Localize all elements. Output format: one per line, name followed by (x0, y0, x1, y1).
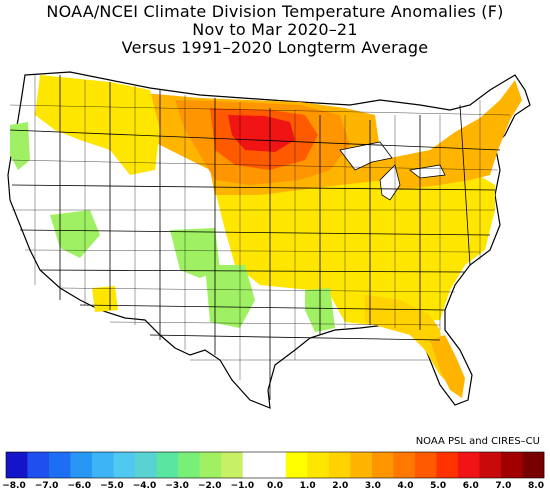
legend-tick-label: −6.0 (68, 481, 91, 491)
legend-tick-label: −1.0 (231, 481, 254, 491)
division-boundaries (9, 75, 511, 380)
legend-swatch (350, 452, 373, 478)
legend-swatch (221, 452, 244, 478)
legend-swatch (178, 452, 200, 478)
legend-swatch (500, 452, 523, 478)
legend-tick-label: 7.0 (495, 481, 511, 491)
legend-tick-label: 2.0 (332, 481, 348, 491)
legend-tick-label: −8.0 (2, 481, 25, 491)
legend-tick-label: 1.0 (300, 481, 316, 491)
legend-labels: −8.0 −7.0 −6.0 −5.0 −4.0 −3.0 −2.0 −1.0 0.0 1.0 2.… (2, 481, 544, 491)
legend-swatch (113, 452, 136, 478)
legend-tick-label: 0.0 (267, 481, 283, 491)
legend-tick-label: −7.0 (35, 481, 58, 491)
legend-tick-label: 6.0 (463, 481, 479, 491)
anomaly-arizona-yellow (92, 286, 118, 312)
anomaly-pacific-nw-green (10, 122, 30, 170)
anomaly-northwest-yellow (35, 75, 160, 175)
legend-tick-label: −3.0 (165, 481, 188, 491)
map-title: NOAA/NCEI Climate Division Temperature A… (46, 2, 504, 21)
legend-swatch (49, 452, 71, 478)
legend-swatch (156, 452, 179, 478)
legend-tick-label: 8.0 (528, 481, 544, 491)
legend-tick-label: 4.0 (398, 481, 414, 491)
legend-swatch (92, 452, 114, 478)
map-baseline: Versus 1991–2020 Longterm Average (121, 38, 429, 57)
legend-tick-label: −4.0 (133, 481, 156, 491)
legend-swatch (479, 452, 502, 478)
legend-tick-label: −2.0 (198, 481, 221, 491)
anomaly-southeast (365, 295, 460, 390)
legend-swatch (393, 452, 416, 478)
legend-swatch (27, 452, 50, 478)
legend-swatch (307, 452, 330, 478)
legend-swatch (70, 452, 93, 478)
anomaly-florida (430, 335, 465, 398)
legend-swatch (264, 452, 287, 478)
legend-swatch (371, 452, 394, 478)
legend-swatch (199, 452, 222, 478)
legend-swatch (242, 452, 265, 478)
legend-swatches (5, 451, 545, 479)
anomaly-northeast (380, 80, 522, 190)
legend-frame (5, 451, 545, 479)
legend-tick-label: −5.0 (100, 481, 123, 491)
anomaly-east-light (215, 170, 495, 325)
anomaly-core-red (228, 115, 295, 152)
map-period: Nov to Mar 2020–21 (192, 20, 358, 39)
color-scale-legend: −8.0 −7.0 −6.0 −5.0 −4.0 −3.0 −2.0 −1.0 0.0 1.0 2.… (2, 451, 545, 491)
legend-swatch (522, 452, 545, 478)
anomaly-southwest-green (205, 265, 255, 328)
legend-swatch (414, 452, 437, 478)
legend-swatch (135, 452, 157, 478)
legend-swatch (285, 452, 308, 478)
legend-tick-label: 5.0 (430, 481, 446, 491)
data-source-credit: NOAA PSL and CIRES–CU (415, 436, 540, 447)
anomaly-nevada-green (50, 210, 100, 258)
us-climate-division-map (7, 71, 531, 409)
legend-tick-label: 3.0 (365, 481, 381, 491)
legend-swatch (328, 452, 351, 478)
legend-swatch (457, 452, 480, 478)
legend-swatch (436, 452, 459, 478)
legend-swatch (6, 452, 28, 478)
